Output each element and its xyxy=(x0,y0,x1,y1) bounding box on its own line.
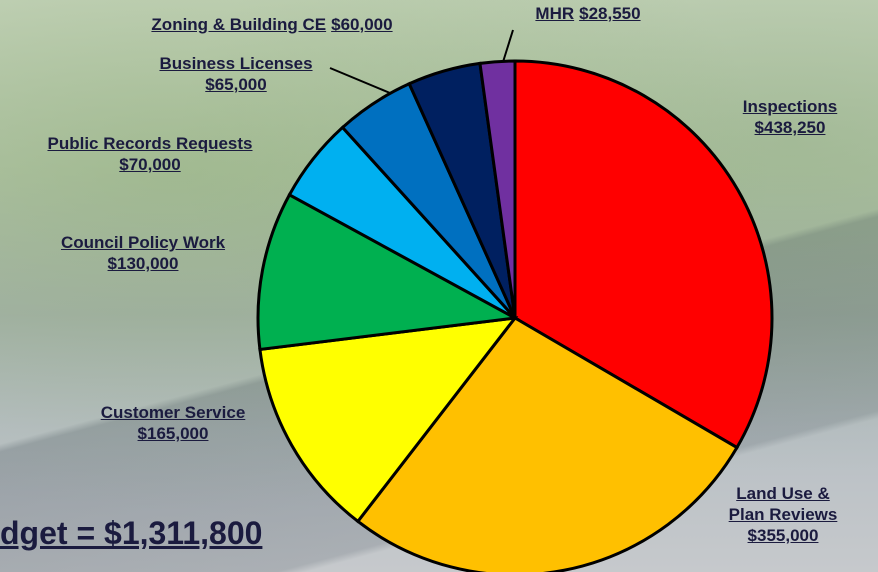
slice-value: $60,000 xyxy=(331,15,393,34)
slice-value: $165,000 xyxy=(137,424,209,443)
slice-name: Council Policy Work xyxy=(60,233,226,252)
slice-label: Land Use & Plan Reviews $355,000 xyxy=(718,483,848,546)
leader-line xyxy=(329,67,391,94)
pie-slice xyxy=(355,316,740,572)
slice-value: $438,250 xyxy=(754,118,826,137)
pie-slice xyxy=(513,59,774,450)
slice-value: $130,000 xyxy=(107,254,179,273)
slice-name: Land Use & Plan Reviews xyxy=(728,484,838,524)
slice-label: Business Licenses $65,000 xyxy=(126,53,346,95)
slice-label: Zoning & Building CE $60,000 xyxy=(92,14,452,35)
slice-value: $70,000 xyxy=(119,155,181,174)
slice-name: MHR xyxy=(535,4,575,23)
slice-value: $355,000 xyxy=(747,526,819,545)
pie-slice xyxy=(478,59,517,319)
slice-label: Inspections $438,250 xyxy=(715,96,865,138)
pie-slice xyxy=(256,192,520,352)
slice-label: Council Policy Work $130,000 xyxy=(23,232,263,274)
slice-value: $28,550 xyxy=(579,4,641,23)
pie-slice xyxy=(258,316,519,524)
slice-name: Public Records Requests xyxy=(47,134,253,153)
slice-name: Zoning & Building CE xyxy=(151,15,327,34)
slice-label: Public Records Requests $70,000 xyxy=(5,133,295,175)
slice-name: Customer Service xyxy=(100,403,246,422)
slice-name: Business Licenses xyxy=(159,54,313,73)
total-annotation: dget = $1,311,800 xyxy=(0,515,263,551)
slice-label: MHR $28,550 xyxy=(488,3,688,24)
slice-name: Inspections xyxy=(742,97,838,116)
leader-line xyxy=(502,29,514,63)
slice-label: Customer Service $165,000 xyxy=(73,402,273,444)
slice-value: $65,000 xyxy=(205,75,267,94)
